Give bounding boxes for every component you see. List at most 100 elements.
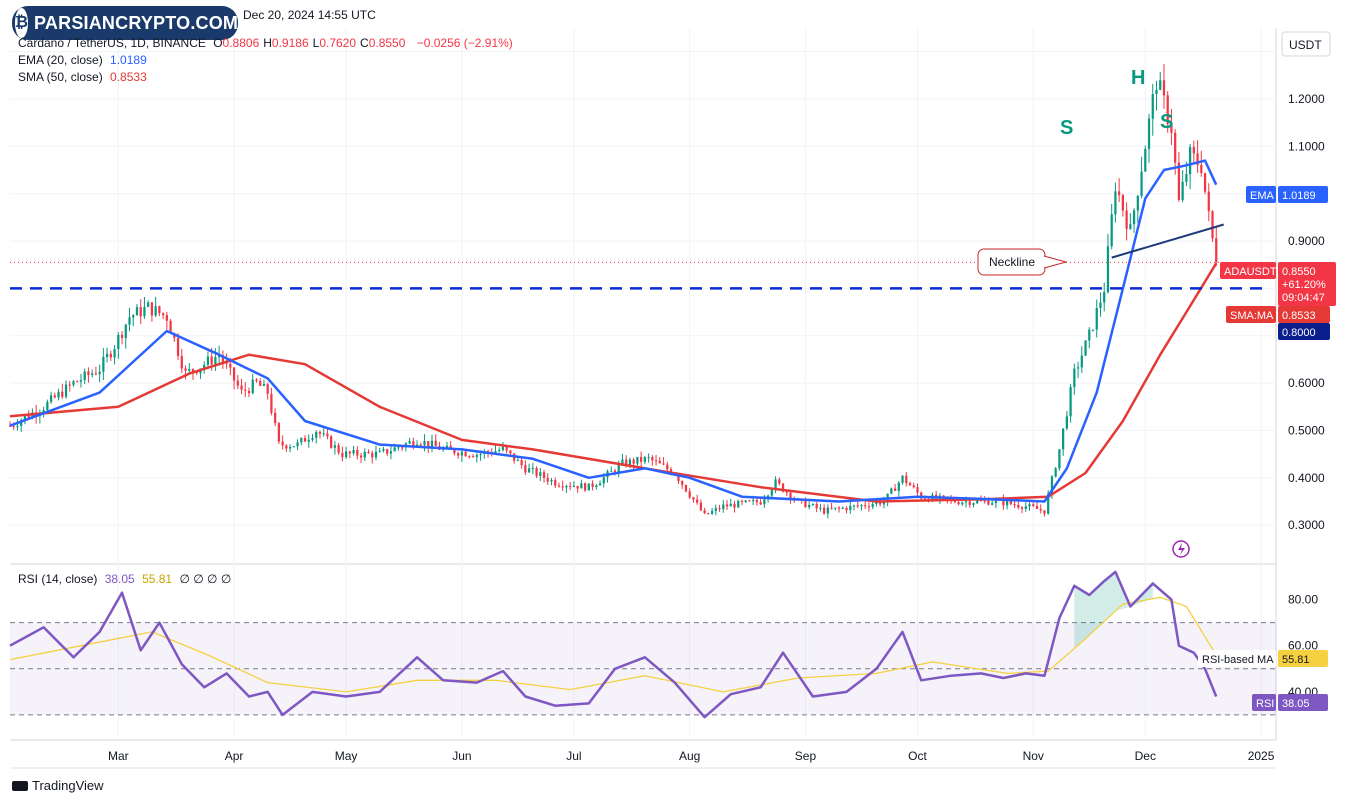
candle-body[interactable] xyxy=(236,380,239,386)
candle-body[interactable] xyxy=(912,485,915,488)
rsi-value-tag-box[interactable] xyxy=(1278,694,1328,711)
candle-body[interactable] xyxy=(296,442,299,447)
candle-body[interactable] xyxy=(677,475,680,482)
candle-body[interactable] xyxy=(262,384,266,386)
rsi-ma-tag-box[interactable] xyxy=(1198,650,1276,667)
ema-legend[interactable]: EMA (20, close) 1.0189 xyxy=(18,53,147,67)
candle-body[interactable] xyxy=(1211,211,1214,239)
candle-body[interactable] xyxy=(333,445,337,448)
candle-body[interactable] xyxy=(561,486,564,488)
candle-body[interactable] xyxy=(531,468,534,470)
candle-body[interactable] xyxy=(968,501,971,505)
candle-body[interactable] xyxy=(1106,246,1110,293)
candle-body[interactable] xyxy=(434,440,437,447)
candle-body[interactable] xyxy=(1192,147,1195,154)
candle-body[interactable] xyxy=(128,317,131,325)
candle-body[interactable] xyxy=(1132,210,1136,225)
candle-body[interactable] xyxy=(240,385,243,390)
candle-body[interactable] xyxy=(610,470,613,472)
candle-body[interactable] xyxy=(307,439,310,442)
candle-body[interactable] xyxy=(740,500,744,502)
candle-body[interactable] xyxy=(621,459,624,465)
candle-body[interactable] xyxy=(654,460,658,462)
candle-body[interactable] xyxy=(763,499,766,505)
sma-value-tag-box[interactable] xyxy=(1278,306,1330,323)
candle-body[interactable] xyxy=(1118,191,1121,196)
candle-body[interactable] xyxy=(1073,368,1076,388)
candle-body[interactable] xyxy=(823,507,826,514)
candle-body[interactable] xyxy=(830,507,833,509)
candle-body[interactable] xyxy=(292,446,295,448)
candle-body[interactable] xyxy=(1080,355,1083,368)
candle-body[interactable] xyxy=(1121,195,1125,211)
candle-body[interactable] xyxy=(666,464,669,470)
candle-body[interactable] xyxy=(337,445,340,453)
candle-body[interactable] xyxy=(374,451,378,458)
candle-body[interactable] xyxy=(494,451,497,454)
candle-body[interactable] xyxy=(214,357,217,365)
candle-body[interactable] xyxy=(169,320,172,334)
candle-body[interactable] xyxy=(1035,506,1039,509)
candle-body[interactable] xyxy=(475,454,478,458)
candle-body[interactable] xyxy=(1114,191,1117,215)
candle-body[interactable] xyxy=(815,504,818,509)
candle-body[interactable] xyxy=(150,302,154,316)
candle-body[interactable] xyxy=(42,410,45,413)
candle-body[interactable] xyxy=(658,460,661,464)
sma-tag-box[interactable] xyxy=(1226,306,1276,323)
candle-body[interactable] xyxy=(251,379,254,394)
candle-body[interactable] xyxy=(318,431,322,434)
candle-body[interactable] xyxy=(191,369,195,372)
candle-body[interactable] xyxy=(176,337,180,357)
candle-body[interactable] xyxy=(259,380,262,386)
candle-body[interactable] xyxy=(247,390,251,394)
candle-body[interactable] xyxy=(23,415,27,421)
candle-body[interactable] xyxy=(397,447,400,449)
candle-body[interactable] xyxy=(867,506,871,508)
candle-body[interactable] xyxy=(524,465,527,473)
candle-body[interactable] xyxy=(1155,89,1158,95)
candle-body[interactable] xyxy=(871,504,874,507)
candle-body[interactable] xyxy=(737,500,740,508)
candle-body[interactable] xyxy=(1084,340,1087,356)
candle-body[interactable] xyxy=(505,446,508,451)
candle-body[interactable] xyxy=(1136,195,1139,211)
tradingview-logo[interactable]: TradingView xyxy=(12,778,104,793)
candle-body[interactable] xyxy=(583,483,587,491)
candle-body[interactable] xyxy=(1162,80,1166,96)
candle-body[interactable] xyxy=(105,353,109,357)
candle-body[interactable] xyxy=(430,440,434,448)
candle-body[interactable] xyxy=(890,488,893,494)
candle-body[interactable] xyxy=(12,425,15,427)
candle-body[interactable] xyxy=(1159,80,1162,90)
candle-body[interactable] xyxy=(378,450,381,452)
candle-body[interactable] xyxy=(255,379,258,381)
candle-body[interactable] xyxy=(221,355,224,363)
candle-body[interactable] xyxy=(143,306,146,317)
candle-body[interactable] xyxy=(113,349,116,358)
candle-body[interactable] xyxy=(923,498,927,500)
sma-legend[interactable]: SMA (50, close) 0.8533 xyxy=(18,70,147,84)
candle-body[interactable] xyxy=(1020,507,1024,509)
candle-body[interactable] xyxy=(147,302,150,307)
candle-body[interactable] xyxy=(356,449,359,456)
candle-body[interactable] xyxy=(546,477,549,482)
candle-body[interactable] xyxy=(983,500,986,502)
rsi-ma-value-tag-box[interactable] xyxy=(1278,650,1328,667)
candle-body[interactable] xyxy=(326,433,329,437)
candle-body[interactable] xyxy=(834,507,837,509)
candle-body[interactable] xyxy=(733,503,736,508)
candle-body[interactable] xyxy=(1050,476,1054,494)
candle-body[interactable] xyxy=(453,448,456,454)
candle-body[interactable] xyxy=(61,391,64,397)
candle-body[interactable] xyxy=(322,433,325,435)
candle-body[interactable] xyxy=(893,488,897,491)
candle-body[interactable] xyxy=(389,451,393,454)
candle-body[interactable] xyxy=(8,425,12,427)
candle-body[interactable] xyxy=(359,455,363,458)
candle-body[interactable] xyxy=(120,334,124,338)
candle-body[interactable] xyxy=(109,353,112,358)
candle-body[interactable] xyxy=(905,475,908,484)
candle-body[interactable] xyxy=(987,500,990,505)
candle-body[interactable] xyxy=(722,504,725,510)
